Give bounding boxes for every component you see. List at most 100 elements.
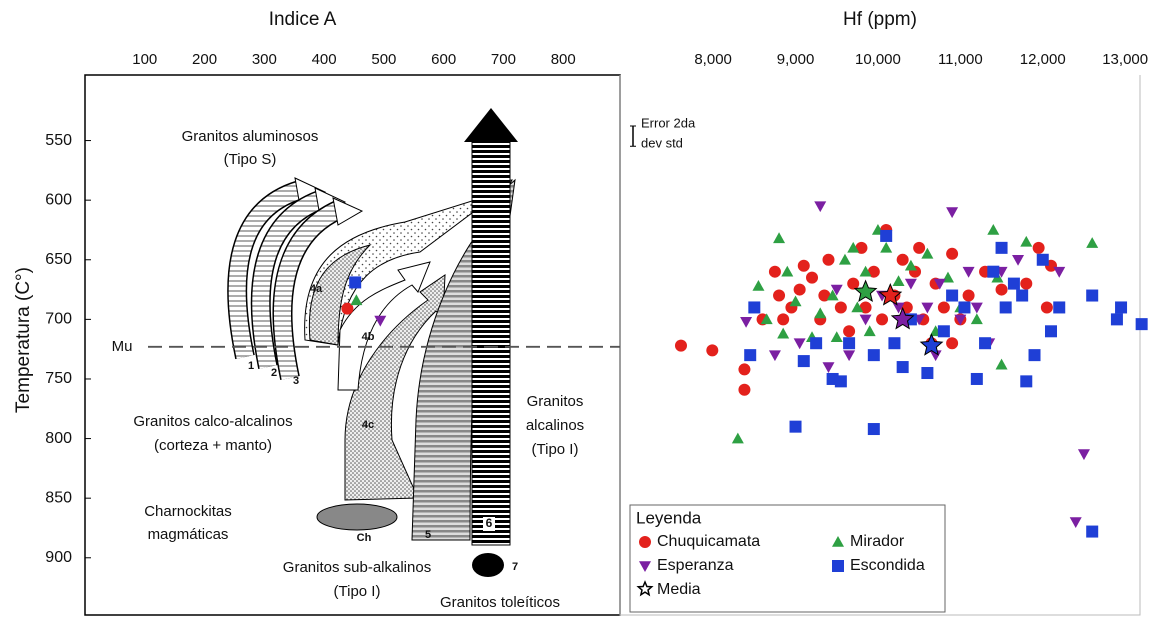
y-axis-title: Temperatura (C°) <box>13 267 34 413</box>
point <box>888 337 901 350</box>
point <box>937 301 950 314</box>
label-bg <box>483 517 495 531</box>
mean-star <box>853 279 878 303</box>
point <box>979 337 992 350</box>
x-tick-label: 8,000 <box>694 51 732 68</box>
diagram-label: 3 <box>293 375 299 387</box>
point <box>731 432 744 444</box>
diagram-label: 2 <box>271 367 277 379</box>
diagram-label: Charnockitas <box>144 503 232 520</box>
legend-label: Chuquicamata <box>657 533 760 550</box>
point <box>814 201 827 213</box>
diagram-label: Granitos sub-alkalinos <box>283 559 431 576</box>
x-tick-label: 600 <box>431 51 456 68</box>
x-tick-label: 13,000 <box>1102 51 1148 68</box>
point <box>789 295 802 307</box>
point <box>970 313 983 325</box>
legend-label: Mirador <box>850 533 905 550</box>
axis-title: Indice A <box>269 9 337 30</box>
point <box>987 265 1000 278</box>
point <box>954 314 967 326</box>
point <box>350 294 363 306</box>
point <box>880 229 893 242</box>
point <box>1044 325 1057 338</box>
point <box>1077 449 1090 461</box>
point <box>896 361 909 374</box>
legend-marker <box>639 561 651 572</box>
point <box>738 363 751 376</box>
diagram-label: 4c <box>362 419 374 431</box>
point <box>1016 289 1029 302</box>
point <box>995 283 1008 296</box>
point <box>946 247 959 260</box>
point <box>1032 241 1045 254</box>
diagram-label: 4b <box>362 331 375 343</box>
mean-star <box>919 333 944 356</box>
diagram-label: 1 <box>248 360 254 372</box>
point <box>810 337 823 350</box>
diagram-label: 7 <box>512 561 518 573</box>
point <box>904 259 917 271</box>
point <box>760 313 773 325</box>
y-tick-label: 850 <box>45 489 72 506</box>
point <box>851 301 864 313</box>
diagram-label: (Tipo I) <box>334 583 381 600</box>
point <box>1053 266 1066 278</box>
legend-title: Leyenda <box>636 508 702 527</box>
point <box>1028 349 1041 362</box>
diagram-label: (Tipo S) <box>224 151 277 168</box>
point <box>773 232 786 244</box>
point <box>822 362 835 374</box>
point <box>970 372 983 385</box>
diagram-label: Granitos <box>527 393 584 410</box>
x-tick-label: 10,000 <box>855 51 901 68</box>
x-tick-label: 11,000 <box>938 51 983 68</box>
point <box>847 277 860 290</box>
point <box>1086 237 1099 248</box>
tholeiite-field <box>472 553 504 577</box>
point <box>826 289 839 301</box>
point <box>781 265 794 277</box>
point <box>674 339 687 352</box>
y-tick-label: 800 <box>45 430 72 447</box>
arrow-2 <box>252 192 324 369</box>
mean-star <box>890 306 915 330</box>
point <box>1053 301 1066 314</box>
point <box>830 284 843 296</box>
point <box>896 253 909 266</box>
point <box>913 241 926 254</box>
point <box>999 301 1012 314</box>
point <box>374 315 387 327</box>
point <box>946 207 959 219</box>
point <box>789 420 802 433</box>
point <box>867 265 880 278</box>
point <box>843 337 856 350</box>
point <box>777 327 790 339</box>
point <box>970 302 983 314</box>
mean-star <box>878 282 903 306</box>
y-tick-label: 900 <box>45 549 72 566</box>
diagram-label: magmáticas <box>148 526 229 543</box>
point <box>962 266 975 278</box>
point <box>793 283 806 296</box>
diagram-label: alcalinos <box>526 417 584 434</box>
point <box>834 375 847 388</box>
x-tick-label: 500 <box>371 51 396 68</box>
point <box>740 316 753 328</box>
point <box>834 301 847 314</box>
point <box>847 241 860 253</box>
x-tick-label: 700 <box>491 51 516 68</box>
diagram-label: 5 <box>425 529 431 541</box>
error-label: dev std <box>641 135 683 150</box>
y-tick-label: 650 <box>45 251 72 268</box>
point <box>1086 289 1099 302</box>
y-tick-label: 600 <box>45 191 72 208</box>
point <box>1036 253 1049 266</box>
point <box>706 344 719 357</box>
point <box>814 307 827 319</box>
point <box>341 302 354 315</box>
y-tick-label: 700 <box>45 311 72 328</box>
point <box>1115 301 1128 314</box>
